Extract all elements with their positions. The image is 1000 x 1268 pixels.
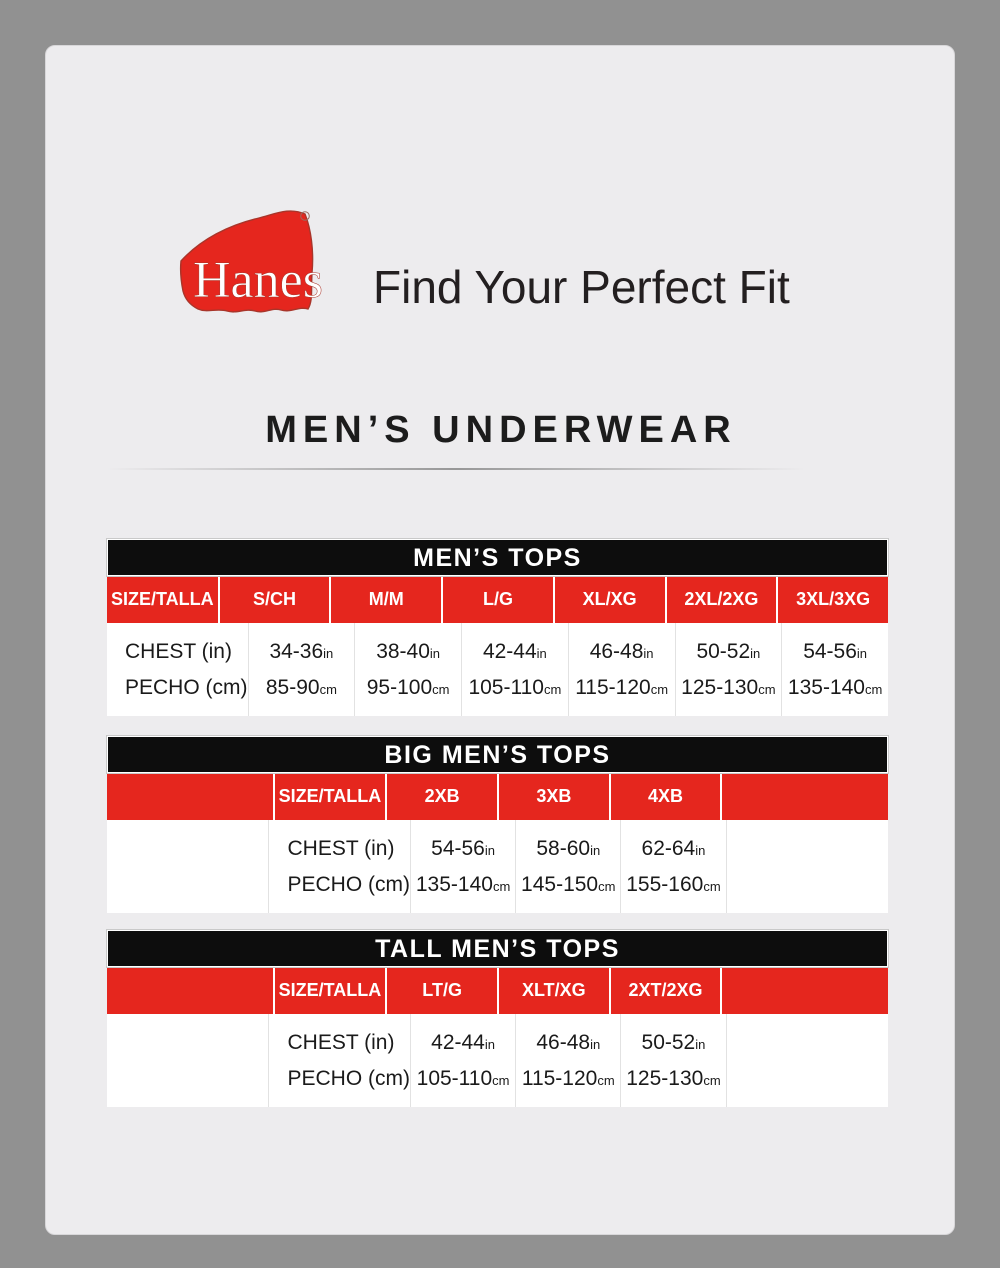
svg-text:Hanes: Hanes — [193, 252, 323, 309]
